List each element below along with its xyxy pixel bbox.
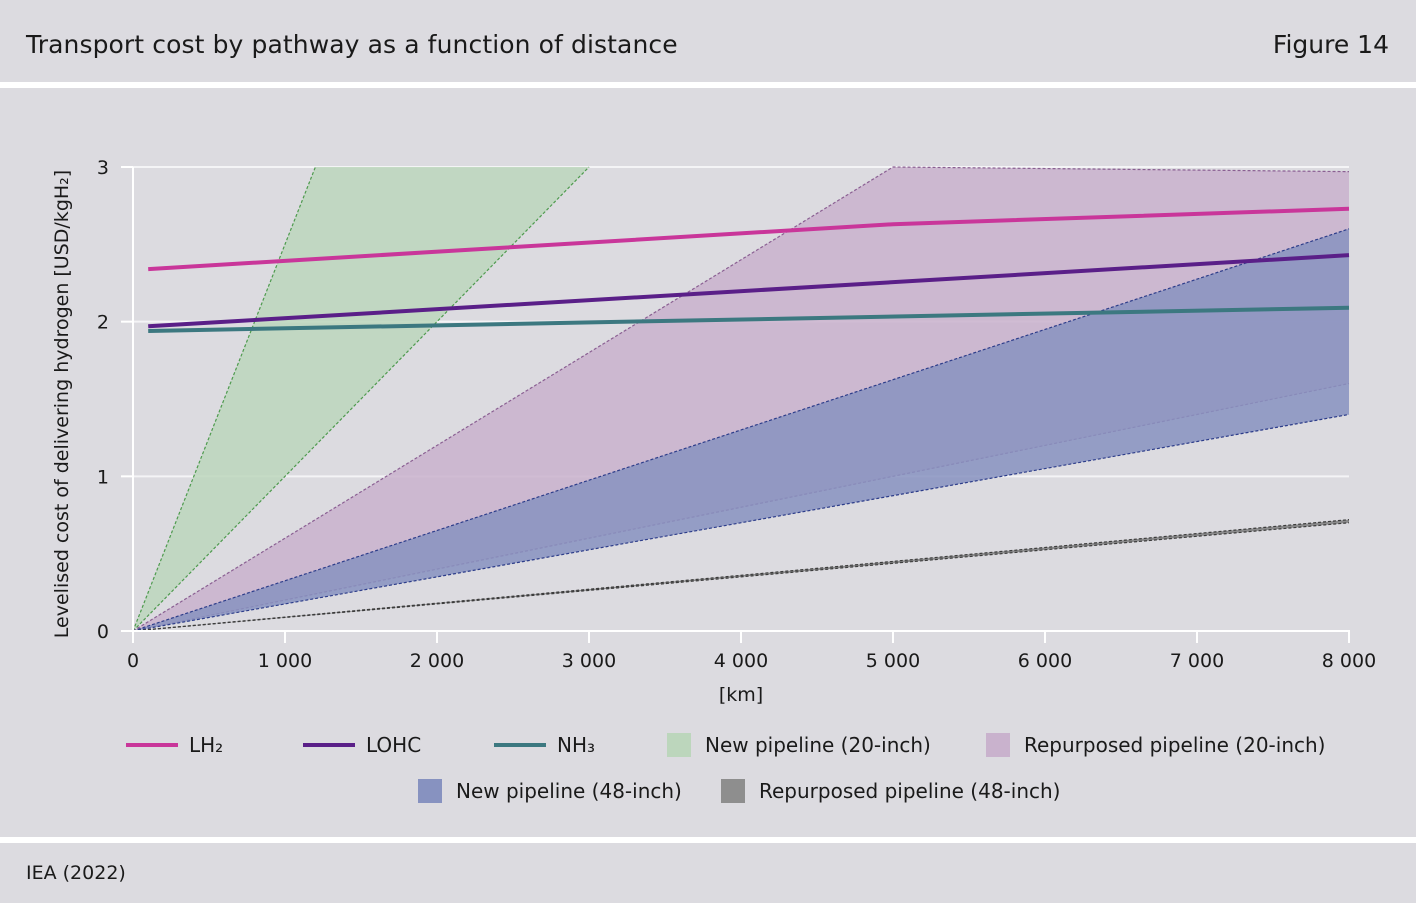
- legend-swatch: [721, 779, 745, 803]
- source-note: IEA (2022): [26, 862, 126, 884]
- x-tick-label: 7 000: [1170, 650, 1224, 672]
- band-edge-0-upper: [132, 166, 316, 632]
- band-edge-2-lower: [132, 413, 1350, 632]
- y-axis-title: Levelised cost of delivering hydrogen [U…: [51, 170, 73, 638]
- chart-title: Transport cost by pathway as a function …: [26, 30, 678, 59]
- legend-swatch: [667, 733, 691, 757]
- footer-divider: [0, 837, 1416, 843]
- legend-label: LH₂: [189, 733, 223, 757]
- series-lines: [148, 206, 1350, 333]
- x-tick-label: 3 000: [562, 650, 616, 672]
- x-tick-label: 0: [127, 650, 139, 672]
- legend-item-1: LOHC: [303, 733, 421, 757]
- legend-item-6: Repurposed pipeline (48-inch): [721, 779, 1060, 803]
- legend-label: New pipeline (48-inch): [456, 779, 682, 803]
- chart-header: Transport cost by pathway as a function …: [0, 0, 1416, 82]
- x-tick-label: 2 000: [410, 650, 464, 672]
- legend-item-4: Repurposed pipeline (20-inch): [986, 733, 1325, 757]
- y-tick-label: 2: [97, 312, 109, 334]
- x-tick-label: 4 000: [714, 650, 768, 672]
- legend-label: Repurposed pipeline (48-inch): [759, 779, 1060, 803]
- x-tick-label: 8 000: [1322, 650, 1376, 672]
- axes: 0 1 2 3 0 1 000 2 000 3 000 4 000 5 000 6 000 7 000…: [51, 157, 1376, 706]
- y-tick-label: 0: [97, 621, 109, 643]
- series-line-0: [148, 206, 1350, 272]
- legend: LH₂ LOHC NH₃ New pipeline (20-inch) Repurpos…: [126, 733, 1325, 803]
- legend-item-5: New pipeline (48-inch): [418, 779, 682, 803]
- x-tick-label: 1 000: [258, 650, 312, 672]
- transport-cost-chart: 0 1 2 3 0 1 000 2 000 3 000 4 000 5 000 6 000 7 000…: [51, 157, 1376, 803]
- legend-label: Repurposed pipeline (20-inch): [1024, 733, 1325, 757]
- band-edge-3-lower: [132, 522, 1350, 632]
- legend-item-0: LH₂: [126, 733, 223, 757]
- band-area-1: [133, 167, 1349, 631]
- header-divider: [0, 82, 1416, 88]
- band-edge-3-upper: [132, 519, 1350, 632]
- legend-swatch: [418, 779, 442, 803]
- series-line-1: [148, 253, 1350, 329]
- series-line-2: [148, 305, 1350, 333]
- y-tick-label: 1: [97, 466, 109, 488]
- legend-label: New pipeline (20-inch): [705, 733, 931, 757]
- band-edge-2-upper: [132, 228, 1350, 632]
- legend-swatch: [986, 733, 1010, 757]
- bands-layer: [132, 166, 1350, 632]
- y-tick-label: 3: [97, 157, 109, 179]
- legend-label: NH₃: [557, 733, 595, 757]
- x-axis-title: [km]: [719, 684, 763, 706]
- legend-item-3: New pipeline (20-inch): [667, 733, 931, 757]
- legend-label: LOHC: [366, 733, 421, 757]
- x-tick-label: 5 000: [866, 650, 920, 672]
- figure-label: Figure 14: [1272, 30, 1389, 59]
- band-edge-0-lower: [132, 166, 590, 632]
- band-edge-1-upper: [132, 166, 1350, 632]
- legend-item-2: NH₃: [494, 733, 595, 757]
- x-tick-label: 6 000: [1018, 650, 1072, 672]
